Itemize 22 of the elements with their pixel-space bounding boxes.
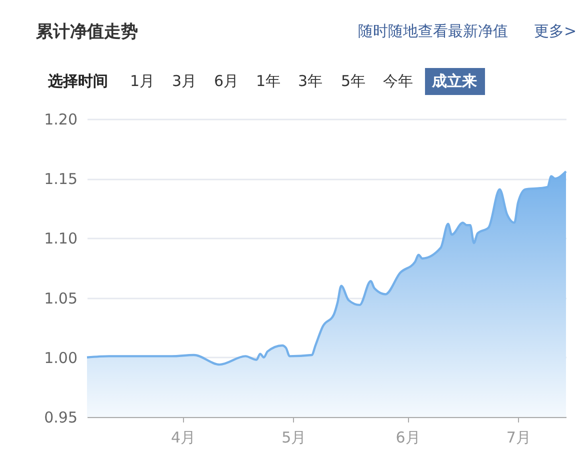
x-tick-label: 4月 [171,428,196,446]
text: 3月 [172,72,197,90]
text: 成立来 [431,72,477,90]
y-tick-label: 0.95 [44,408,78,426]
x-tick-label: 5月 [282,428,306,446]
text: 随时随地查看最新净值 [358,22,508,40]
x-tick-label: 6月 [396,428,420,446]
y-tick-label: 1.10 [44,230,78,248]
text: 1年 [256,72,281,90]
text: 选择时间 [47,72,108,90]
text: 6月 [214,72,239,90]
text: 5年 [341,72,366,90]
y-tick-label: 1.20 [44,110,78,128]
text: 更多> [534,22,577,40]
text: 3年 [298,72,323,90]
y-tick-label: 1.00 [44,348,78,367]
text: 1月 [130,72,155,90]
y-tick-label: 1.05 [44,289,78,308]
text: 今年 [383,72,413,90]
y-tick-label: 1.15 [44,170,78,188]
x-tick-label: 7月 [506,428,531,446]
chart-title: 累计净值走势 [35,22,138,42]
